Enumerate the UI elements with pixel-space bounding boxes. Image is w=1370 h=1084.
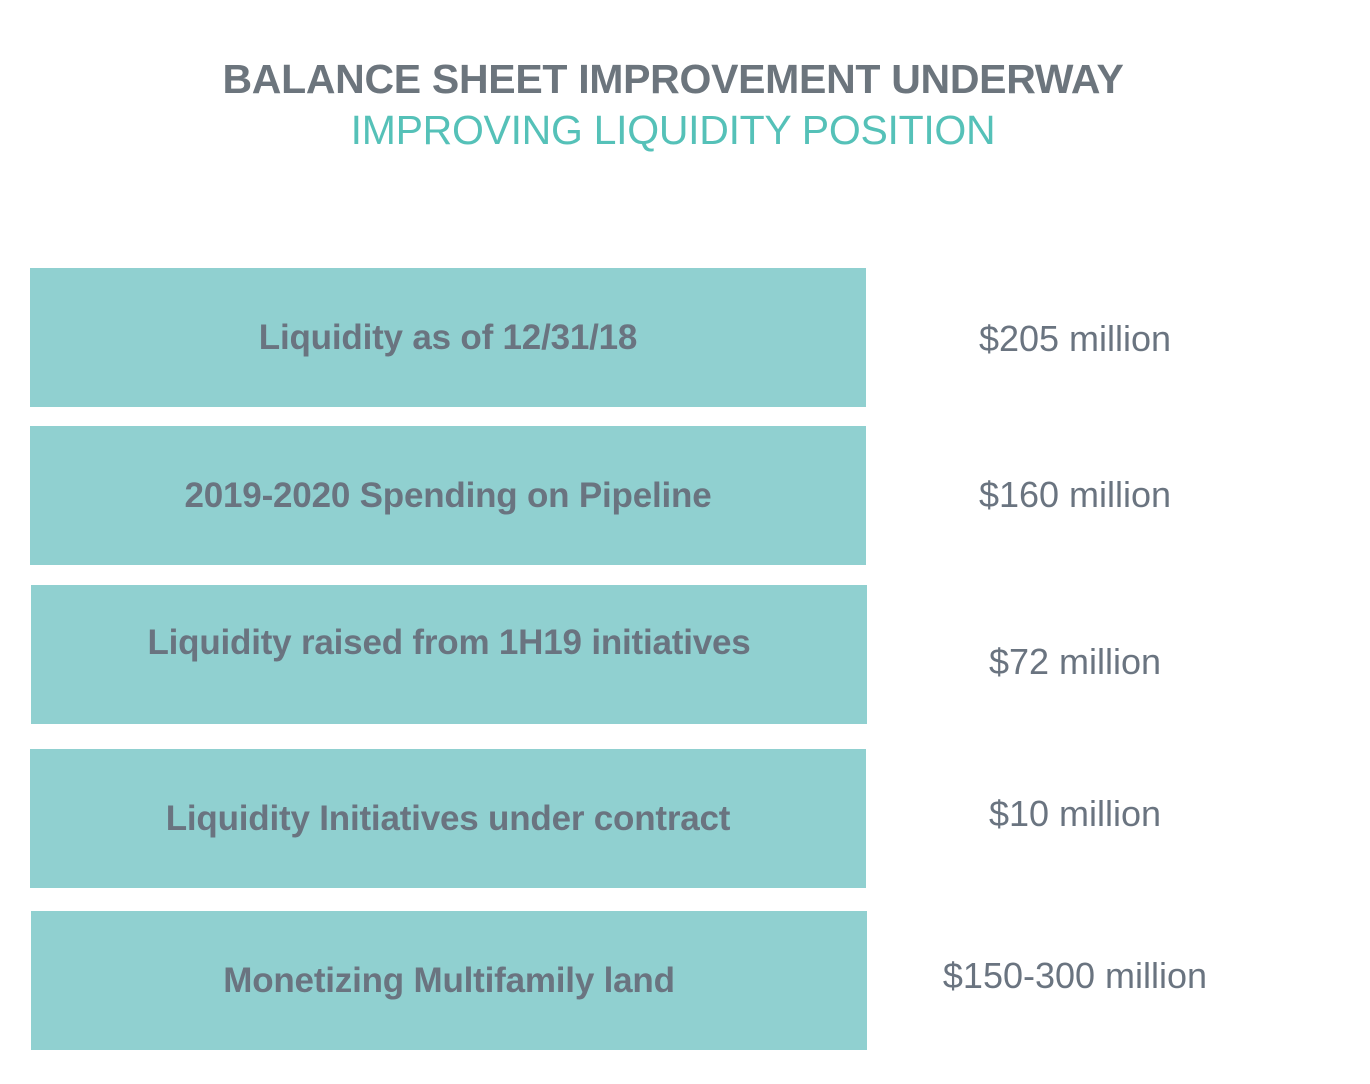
row-value: $72 million — [988, 641, 1162, 682]
row-value: $150-300 million — [942, 955, 1208, 996]
row-label: Liquidity Initiatives under contract — [165, 798, 731, 838]
row-box-liquidity-2018: Liquidity as of 12/31/18 — [30, 268, 866, 407]
row-label: 2019-2020 Spending on Pipeline — [184, 475, 712, 515]
page-title: BALANCE SHEET IMPROVEMENT UNDERWAY — [222, 56, 1124, 102]
row-box-1h19-initiatives: Liquidity raised from 1H19 initiatives — [31, 585, 867, 724]
row-box-under-contract: Liquidity Initiatives under contract — [30, 749, 866, 888]
page-subtitle: IMPROVING LIQUIDITY POSITION — [350, 107, 996, 153]
row-label: Liquidity raised from 1H19 initiatives — [147, 622, 751, 662]
row-label: Liquidity as of 12/31/18 — [258, 317, 638, 357]
row-value: $205 million — [978, 318, 1172, 359]
row-box-multifamily-land: Monetizing Multifamily land — [31, 911, 867, 1050]
row-box-pipeline-spending: 2019-2020 Spending on Pipeline — [30, 426, 866, 565]
row-label: Monetizing Multifamily land — [223, 960, 675, 1000]
row-value: $10 million — [988, 793, 1162, 834]
row-value: $160 million — [978, 474, 1172, 515]
